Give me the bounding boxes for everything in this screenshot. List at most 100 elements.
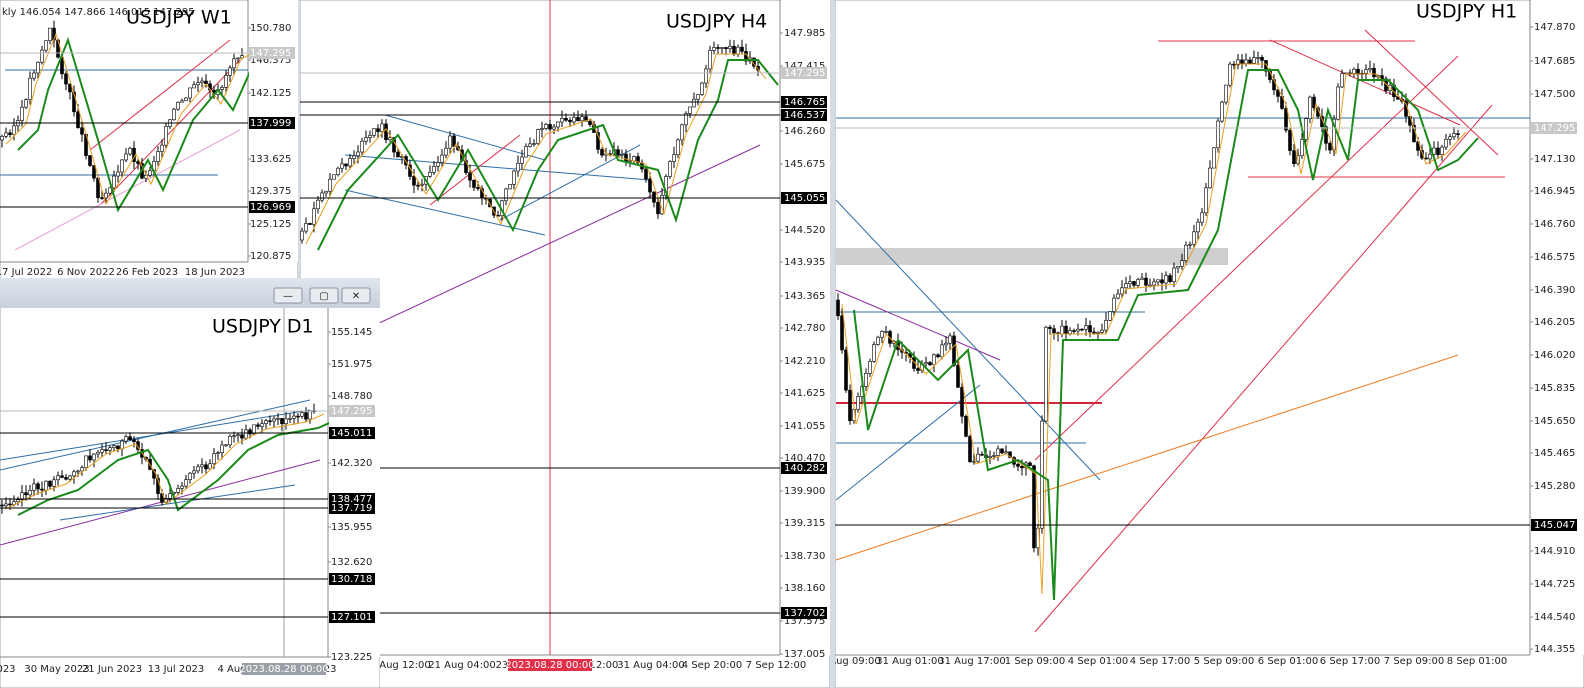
- candle-body: [232, 435, 236, 437]
- price-label: 132.620: [331, 557, 372, 568]
- candle-body: [880, 331, 884, 338]
- candle-body: [1048, 326, 1052, 329]
- price-label: 147.500: [1534, 89, 1575, 100]
- button-icon: —: [283, 291, 293, 302]
- window-h4[interactable]: 147.985 147.415 146.260 145.675 144.520 143.9…: [300, 0, 830, 688]
- price-label: 146.020: [1534, 350, 1575, 361]
- candle-body: [676, 139, 680, 155]
- candle-body: [24, 492, 28, 496]
- candle-body: [184, 97, 188, 102]
- candle-body: [396, 151, 400, 158]
- candle-body: [188, 87, 192, 99]
- candle-body: [68, 83, 72, 93]
- candle-body: [644, 168, 648, 180]
- candle-body: [220, 87, 224, 90]
- price-label: 145.675: [784, 159, 825, 170]
- candle-body: [340, 163, 344, 169]
- candle-body: [1052, 328, 1056, 334]
- candle-body: [596, 132, 600, 150]
- price-label: 135.955: [331, 522, 372, 533]
- candle-body: [1336, 86, 1340, 120]
- candle-body: [980, 453, 984, 456]
- price-label: 142.125: [250, 88, 291, 99]
- candle-body: [684, 113, 688, 126]
- candle-body: [264, 420, 268, 424]
- candle-body: [88, 455, 92, 461]
- candle-body: [132, 439, 136, 442]
- candle-body: [1372, 67, 1376, 78]
- date-label: 023: [0, 664, 16, 675]
- trend-line: [835, 384, 981, 501]
- candle-body: [328, 178, 332, 192]
- candle-body: [936, 354, 940, 358]
- marker-label: 2023.08.28 00:00: [505, 660, 594, 671]
- candle-body: [1072, 330, 1076, 332]
- candle-body: [120, 440, 124, 450]
- window-button[interactable]: [341, 287, 371, 304]
- candle-body: [528, 143, 532, 147]
- current-price: 147.295: [1534, 123, 1575, 134]
- window-button[interactable]: [309, 287, 339, 304]
- price-label: 147.685: [1534, 56, 1575, 67]
- candle-body: [280, 418, 284, 424]
- candle-body: [1260, 57, 1264, 61]
- candle-body: [732, 45, 736, 55]
- candle-body: [384, 123, 388, 141]
- price-label: 142.320: [331, 458, 372, 469]
- candle-body: [240, 434, 244, 439]
- candle-body: [1448, 136, 1452, 140]
- candle-body: [220, 444, 224, 453]
- price-label: 142.780: [784, 323, 825, 334]
- window-frame: [835, 0, 1584, 688]
- window-h1[interactable]: 147.870 147.685 147.500 147.130 146.945 146.7…: [829, 0, 1584, 688]
- candle-body: [1080, 328, 1084, 331]
- candle-body: [1252, 57, 1256, 64]
- candle-body: [412, 176, 416, 186]
- window-w1[interactable]: 150.780 146.375 142.125 133.625 129.375 125.1…: [0, 0, 298, 285]
- candle-body: [1248, 59, 1252, 64]
- candle-body: [40, 488, 44, 491]
- chart-title: USDJPY W1: [126, 7, 232, 29]
- candle-body: [1096, 332, 1100, 334]
- candle-body: [1200, 212, 1204, 223]
- candle-body: [1176, 265, 1180, 269]
- candle-body: [1192, 231, 1196, 245]
- level-label: 130.718: [331, 574, 372, 585]
- candle-body: [260, 423, 264, 427]
- price-label: 120.875: [250, 251, 291, 262]
- candle-body: [364, 137, 368, 142]
- candle-body: [680, 124, 684, 141]
- candle-body: [1152, 281, 1156, 286]
- level-tag: [781, 109, 827, 121]
- level-tag: [329, 611, 375, 623]
- candle-body: [544, 124, 548, 129]
- button-icon: ▢: [319, 291, 328, 302]
- candle-body: [624, 153, 628, 162]
- candle-body: [84, 455, 88, 468]
- candle-body: [224, 75, 228, 88]
- marker-label: 2023.08.28 00:00: [239, 664, 328, 675]
- candle-body: [56, 475, 60, 481]
- window-d1[interactable]: — ▢ ✕ 155.145 151.975 148.780 142.320 135.955 13…: [0, 278, 380, 688]
- candle-body: [916, 368, 920, 371]
- window-button[interactable]: [273, 287, 303, 304]
- date-label: 4 Sep 20:00: [682, 660, 742, 671]
- price-label: 147.985: [784, 28, 825, 39]
- candle-body: [616, 149, 620, 156]
- candle-body: [32, 483, 36, 491]
- candle-body: [720, 47, 724, 49]
- candle-body: [196, 466, 200, 472]
- candle-body: [560, 118, 564, 123]
- candle-body: [1216, 120, 1220, 149]
- candle-body: [520, 156, 524, 164]
- candle-body: [1440, 146, 1444, 155]
- candle-body: [628, 160, 632, 163]
- price-label: 144.540: [1534, 612, 1575, 623]
- candle-body: [8, 503, 12, 506]
- candle-body: [320, 192, 324, 201]
- candle-body: [1008, 451, 1012, 458]
- candle-body: [300, 230, 304, 241]
- candle-body: [1060, 325, 1064, 335]
- candle-body: [992, 455, 996, 457]
